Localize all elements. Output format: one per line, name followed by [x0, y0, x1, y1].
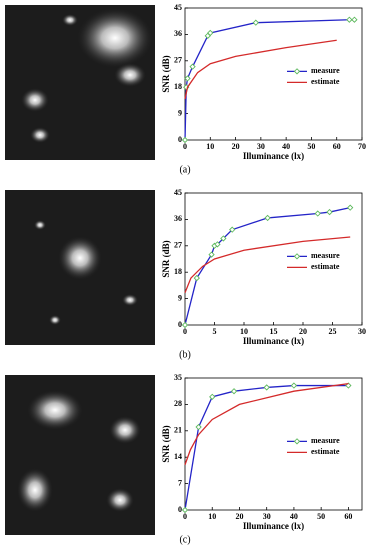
data-marker: [314, 210, 321, 217]
data-marker: [290, 382, 298, 389]
y-axis-label: SNR (dB): [161, 55, 171, 92]
data-marker: [229, 226, 236, 233]
y-tick-label: 27: [174, 56, 182, 65]
night-image-b: [5, 190, 155, 345]
y-tick-label: 9: [178, 108, 182, 117]
series-line: [184, 236, 351, 293]
x-axis-label: Illuminance (lx): [243, 151, 304, 161]
legend-label: estimate: [311, 447, 340, 456]
panel-label: (c): [179, 534, 190, 545]
x-tick-label: 0: [183, 142, 187, 151]
data-marker: [347, 204, 354, 211]
legend-label: measure: [311, 436, 340, 445]
x-tick-label: 10: [240, 327, 248, 336]
panel-label: (b): [179, 349, 191, 360]
x-tick-label: 70: [358, 142, 366, 151]
y-tick-label: 35: [174, 373, 182, 382]
data-marker: [214, 241, 221, 248]
x-tick-label: 10: [206, 142, 214, 151]
night-image-a: [5, 5, 155, 160]
x-tick-label: 20: [299, 327, 307, 336]
data-marker: [220, 235, 227, 242]
y-tick-label: 0: [178, 505, 182, 514]
y-tick-label: 18: [174, 82, 182, 91]
x-tick-label: 30: [263, 512, 271, 521]
y-tick-label: 36: [174, 214, 182, 223]
legend-label: estimate: [311, 262, 340, 271]
x-tick-label: 20: [235, 512, 243, 521]
legend-marker: [293, 68, 301, 75]
legend-label: estimate: [311, 77, 340, 86]
series-line: [184, 39, 337, 100]
x-tick-label: 40: [290, 512, 298, 521]
data-marker: [181, 136, 189, 144]
data-marker: [181, 321, 189, 329]
y-tick-label: 21: [174, 426, 182, 435]
data-marker: [252, 19, 259, 26]
data-marker: [346, 16, 353, 23]
panel-label: (a): [179, 164, 190, 175]
x-tick-label: 0: [183, 512, 187, 521]
y-axis-label: SNR (dB): [161, 425, 171, 462]
data-marker: [184, 75, 191, 82]
data-marker: [208, 251, 215, 258]
x-tick-label: 60: [344, 512, 352, 521]
data-marker: [230, 388, 238, 395]
x-axis-label: Illuminance (lx): [243, 336, 304, 346]
x-tick-label: 0: [183, 327, 187, 336]
x-tick-label: 30: [257, 142, 265, 151]
x-tick-label: 40: [282, 142, 290, 151]
y-tick-label: 28: [174, 399, 182, 408]
x-tick-label: 50: [307, 142, 315, 151]
data-marker: [326, 208, 333, 216]
data-marker: [351, 16, 358, 23]
y-tick-label: 45: [174, 188, 182, 197]
plot-frame: [184, 7, 363, 141]
legend-label: measure: [311, 66, 340, 75]
y-tick-label: 0: [178, 320, 182, 329]
data-marker: [207, 29, 214, 37]
y-tick-label: 27: [174, 241, 182, 250]
x-tick-label: 5: [213, 327, 217, 336]
x-tick-label: 15: [270, 327, 278, 336]
data-marker: [195, 423, 202, 431]
data-marker: [181, 506, 189, 514]
data-marker: [193, 274, 200, 282]
x-tick-label: 50: [317, 512, 325, 521]
x-tick-label: 60: [333, 142, 341, 151]
series-line: [184, 383, 349, 465]
legend-label: measure: [311, 251, 340, 260]
x-axis-label: Illuminance (lx): [243, 521, 304, 531]
y-tick-label: 0: [178, 135, 182, 144]
x-tick-label: 10: [208, 512, 216, 521]
y-tick-label: 7: [178, 478, 182, 487]
y-axis-label: SNR (dB): [161, 240, 171, 277]
data-marker: [263, 384, 270, 391]
legend-marker: [293, 253, 301, 260]
x-tick-label: 30: [358, 327, 366, 336]
y-tick-label: 36: [174, 29, 182, 38]
plot-frame: [184, 377, 363, 511]
night-image-c: [5, 375, 155, 535]
y-tick-label: 18: [174, 267, 182, 276]
y-tick-label: 9: [178, 293, 182, 302]
data-marker: [209, 393, 216, 400]
data-marker: [264, 214, 271, 222]
y-tick-label: 45: [174, 3, 182, 12]
x-tick-label: 20: [232, 142, 240, 151]
data-marker: [189, 63, 196, 70]
x-tick-label: 25: [329, 327, 337, 336]
legend-marker: [293, 438, 301, 445]
y-tick-label: 14: [174, 452, 182, 461]
